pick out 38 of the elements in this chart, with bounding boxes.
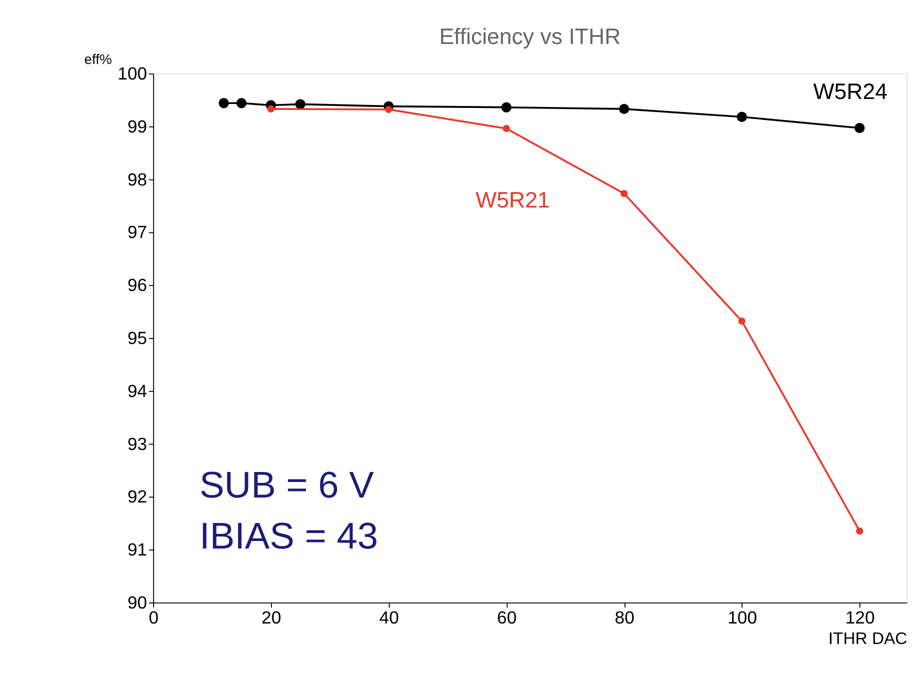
point: [620, 190, 628, 198]
x-tick-label: 80: [614, 607, 635, 628]
series-label: W5R24: [813, 79, 888, 104]
point: [218, 98, 229, 108]
y-tick-label: 93: [127, 434, 148, 454]
x-tick-label: 0: [148, 607, 159, 628]
y-tick-label: 100: [118, 64, 148, 84]
x-tick-label: 20: [262, 607, 282, 628]
y-tick-label: 90: [127, 592, 148, 613]
y-axis-title: eff%: [84, 50, 112, 67]
annotation: IBIAS = 43: [200, 514, 378, 557]
y-tick-label: 98: [127, 169, 148, 190]
point: [502, 124, 510, 132]
x-tick-label: 60: [497, 607, 517, 628]
point: [854, 122, 865, 134]
point: [856, 527, 864, 535]
point: [295, 99, 306, 110]
y-tick-label: 97: [127, 222, 148, 242]
point: [738, 317, 746, 325]
y-tick-label: 99: [127, 116, 148, 136]
y-tick-label: 91: [127, 540, 148, 560]
point: [501, 102, 512, 112]
annotation: SUB = 6 V: [200, 464, 374, 506]
y-tick-label: 94: [127, 380, 148, 401]
point: [736, 112, 747, 122]
point: [236, 98, 247, 108]
point: [619, 104, 630, 114]
x-tick-label: 120: [845, 607, 875, 628]
y-tick-label: 92: [127, 486, 148, 507]
series-label: W5R21: [476, 188, 550, 213]
x-tick-label: 100: [728, 607, 758, 628]
point: [267, 105, 274, 113]
point: [385, 106, 392, 114]
y-tick-label: 95: [127, 328, 148, 348]
y-tick-label: 96: [127, 275, 148, 296]
chart-title: Efficiency vs ITHR: [439, 24, 621, 49]
x-tick-label: 40: [379, 607, 400, 628]
x-axis-title: ITHR DAC: [828, 628, 908, 648]
